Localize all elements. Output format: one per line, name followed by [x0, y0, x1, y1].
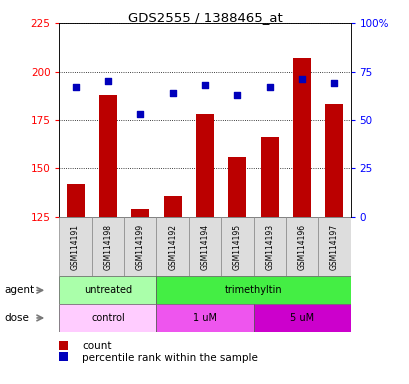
Text: percentile rank within the sample: percentile rank within the sample: [82, 353, 257, 363]
Bar: [285, 217, 317, 276]
Bar: [260, 137, 278, 217]
Text: agent: agent: [4, 285, 34, 295]
Bar: [124, 217, 156, 276]
Bar: [292, 58, 310, 217]
Bar: [59, 304, 156, 332]
Bar: [220, 217, 253, 276]
Text: 1 uM: 1 uM: [193, 313, 216, 323]
Text: trimethyltin: trimethyltin: [224, 285, 282, 295]
Text: untreated: untreated: [84, 285, 132, 295]
Bar: [253, 304, 350, 332]
Text: GSM114191: GSM114191: [71, 224, 80, 270]
Text: GSM114196: GSM114196: [297, 223, 306, 270]
Text: GSM114199: GSM114199: [135, 223, 144, 270]
Bar: [317, 217, 350, 276]
Text: GSM114193: GSM114193: [265, 223, 274, 270]
Bar: [99, 95, 117, 217]
Bar: [156, 217, 189, 276]
Bar: [156, 304, 253, 332]
Point: [72, 84, 79, 90]
Point: [266, 84, 272, 90]
Bar: [59, 217, 92, 276]
Bar: [156, 276, 350, 304]
Text: GDS2555 / 1388465_at: GDS2555 / 1388465_at: [127, 11, 282, 24]
Bar: [92, 217, 124, 276]
Text: GSM114195: GSM114195: [232, 223, 241, 270]
Text: GSM114198: GSM114198: [103, 224, 112, 270]
Point: [104, 78, 111, 84]
Bar: [196, 114, 213, 217]
Text: control: control: [91, 313, 124, 323]
Text: GSM114197: GSM114197: [329, 223, 338, 270]
Bar: [67, 184, 84, 217]
Point: [169, 90, 175, 96]
Bar: [228, 157, 246, 217]
Text: dose: dose: [4, 313, 29, 323]
Text: 5 uM: 5 uM: [289, 313, 313, 323]
Text: GSM114194: GSM114194: [200, 223, 209, 270]
Point: [298, 76, 305, 82]
Bar: [253, 217, 285, 276]
Point: [137, 111, 143, 117]
Text: GSM114192: GSM114192: [168, 224, 177, 270]
Point: [330, 80, 337, 86]
Point: [234, 92, 240, 98]
Bar: [189, 217, 220, 276]
Bar: [163, 195, 181, 217]
Bar: [325, 104, 342, 217]
Point: [201, 82, 208, 88]
Bar: [59, 276, 156, 304]
Bar: [131, 209, 149, 217]
Text: count: count: [82, 341, 111, 351]
